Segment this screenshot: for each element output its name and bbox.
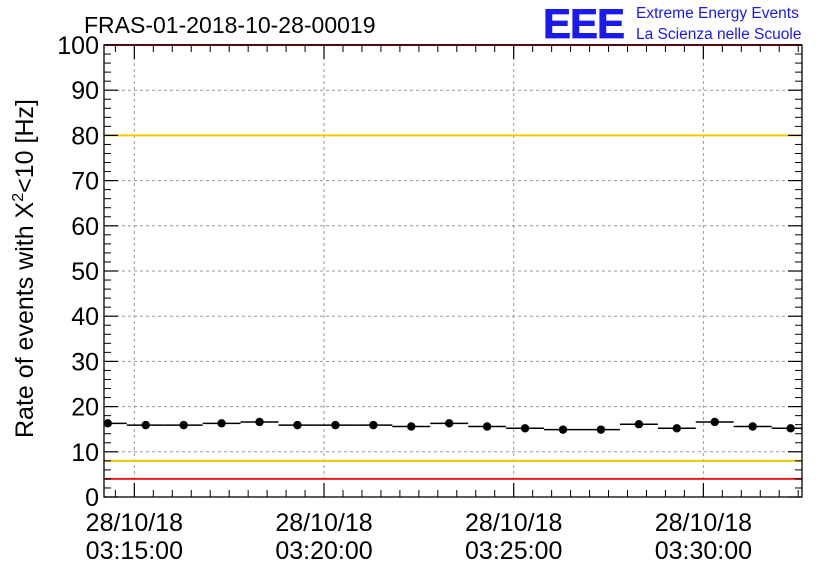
data-point [217,419,226,428]
eee-logo: EEE Extreme Energy Events La Scienza nel… [543,0,802,47]
y-tick-label: 70 [71,168,99,196]
data-point [748,422,757,431]
data-point [179,420,188,430]
y-axis-label: Rate of events with X2<10 [Hz] [10,99,39,438]
logo-line1: Extreme Energy Events [636,5,799,22]
grid-lines [104,45,802,497]
y-tick-label: 80 [71,122,99,150]
data-point [445,419,454,428]
data-point [634,420,644,429]
x-tick-time: 03:25:00 [465,537,562,565]
data-point [710,417,719,427]
data-point [407,422,416,431]
x-tick-date: 28/10/18 [275,509,372,537]
x-tick-time: 03:30:00 [655,537,752,565]
data-point [141,420,150,430]
data-point [596,425,606,434]
data-points [103,417,802,434]
x-tick-date: 28/10/18 [465,509,562,537]
y-tick-label: 0 [85,484,99,512]
data-point [293,420,302,430]
y-tick-label: 50 [71,258,99,286]
x-tick-date: 28/10/18 [655,509,752,537]
data-point [558,425,568,434]
data-point [103,419,112,428]
y-tick-label: 10 [71,439,99,467]
y-tick-labels: 0 10 20 30 40 50 60 70 80 90 100 [57,32,99,512]
data-point [255,417,264,427]
data-point [482,422,492,431]
data-point [672,424,682,433]
reference-lines [104,44,802,480]
data-point [331,420,340,430]
data-point [520,424,530,433]
x-tick-time: 03:15:00 [86,537,183,565]
y-tick-label: 30 [71,348,99,376]
y-tick-label: 90 [71,77,99,105]
data-point [786,424,795,433]
chart-title: FRAS-01-2018-10-28-00019 [84,12,376,38]
logo-mark: EEE [543,0,624,47]
y-tick-label: 20 [71,394,99,422]
x-tick-time: 03:20:00 [275,537,372,565]
y-tick-label: 60 [71,213,99,241]
logo-line2: La Scienza nelle Scuole [636,26,801,43]
x-tick-labels: 28/10/1803:15:0028/10/1803:20:0028/10/18… [86,509,752,565]
data-point [369,420,378,430]
plot-frame [103,44,803,498]
y-tick-label: 100 [57,32,99,60]
x-tick-date: 28/10/18 [86,509,183,537]
y-tick-label: 40 [71,303,99,331]
